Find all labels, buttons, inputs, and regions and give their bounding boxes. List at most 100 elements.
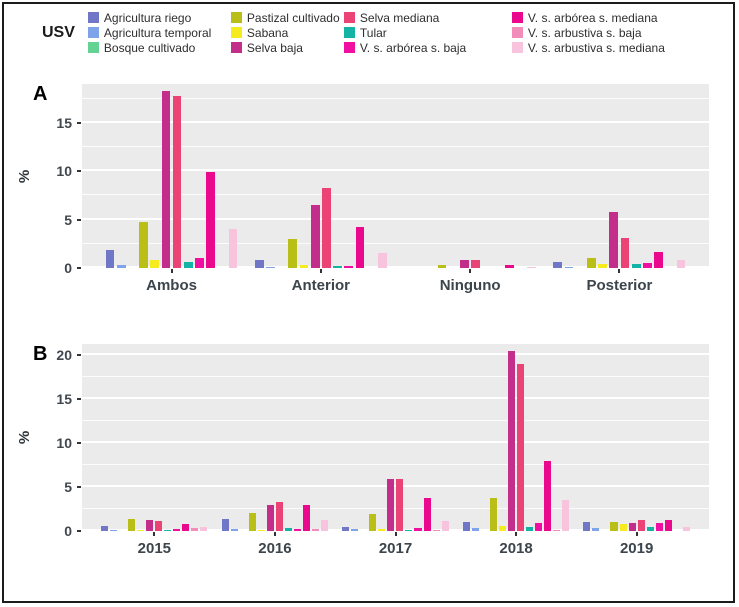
bar-slot [489,344,498,531]
bar-slot [127,344,136,531]
bar [293,529,301,531]
legend-column: Agricultura riego Agricultura temporal Bos… [87,11,219,55]
bar [299,265,309,268]
legend-item: Selva baja [230,41,332,55]
y-axis-tick [77,170,81,172]
bar-slot [386,344,395,531]
legend-column: Pastizal cultivado Sabana Selva baja [230,11,340,55]
legend-item-label: Sabana [246,25,289,40]
legend-swatch [87,42,99,53]
bar [562,500,570,531]
bar [423,498,431,531]
x-axis-tick [635,532,638,536]
y-axis-tick-label: 10 [56,435,72,451]
legend-item: Tular [343,26,500,40]
bar-slot [341,344,350,531]
bar [583,522,591,531]
bar [105,250,115,268]
bar [517,364,525,531]
legend-swatch [343,12,355,23]
bar [405,530,413,531]
legend-item-label: Selva mediana [359,10,440,25]
bar [355,227,365,268]
bar-slot [239,344,248,531]
bar-slot [368,344,377,531]
bar-slot [675,84,686,268]
bar-slot [619,84,630,268]
bar [182,524,190,531]
bar-group [254,84,388,268]
bar-slot [600,344,609,531]
bar [471,260,481,268]
bar [333,266,342,268]
bar [275,502,283,531]
bar [609,212,619,268]
legend-item: Bosque cultivado [87,41,219,55]
y-axis-tick [77,122,81,124]
bar [610,522,618,531]
major-gridline [82,441,709,443]
bar-slot [298,84,309,268]
bar-slot [563,84,574,268]
major-gridline [82,353,709,355]
bar-slot [116,84,127,268]
bar [311,529,319,531]
bar-slot [293,344,302,531]
bar-slot [437,84,448,268]
bar [206,172,216,268]
bar [288,239,298,268]
panel-b-y-axis-title: % [16,430,34,445]
legend-item-label: V. s. arbórea s. mediana [527,10,658,25]
bar-group [104,84,238,268]
bar [302,505,310,531]
legend-item: Pastizal cultivado [230,11,340,25]
y-axis-tick-label: 10 [56,163,72,179]
bar [631,264,641,268]
bar-slot [248,344,257,531]
bar-slot [423,344,432,531]
bar-slot [459,84,470,268]
minor-gridline [82,464,709,465]
bar [137,530,145,531]
legend-title: USV [42,23,75,41]
bar-slot [628,344,637,531]
bar [155,521,163,531]
panel-a-plot-area [82,84,709,268]
legend-item: Sabana [230,25,332,40]
bar-slot [471,344,480,531]
bar [150,260,160,268]
legend-item: V. s. arbórea s. mediana [511,10,697,25]
bar-slot [498,344,507,531]
bar-slot [366,84,377,268]
bar [248,513,256,531]
bar-slot [265,84,276,268]
y-axis-tick [77,354,81,356]
bar [628,523,636,531]
bar [266,267,275,268]
minor-gridline [82,194,709,195]
bar [598,264,607,268]
y-axis-tick-label: 15 [56,115,72,131]
y-axis-tick [77,442,81,444]
x-axis-tick [394,532,397,536]
bar-group [582,344,691,531]
x-axis-tick [618,269,621,273]
bar-slot [597,84,608,268]
bar [377,253,387,268]
legend-item: V. s. arbórea s. baja [343,41,500,55]
bar [553,530,561,531]
x-axis-category-label: 2016 [258,540,292,557]
bar-slot [320,344,329,531]
bar-slot [136,344,145,531]
bar [654,252,663,268]
bar-slot [448,84,459,268]
bar [322,188,331,268]
minor-gridline [82,98,709,99]
legend-swatch [230,12,242,23]
y-axis-tick-label: 0 [64,260,72,276]
bar [228,229,238,268]
chart-legend: USV Agricultura riego Agricultura tempora… [42,10,709,55]
bar-slot [404,344,413,531]
minor-gridline [82,243,709,244]
